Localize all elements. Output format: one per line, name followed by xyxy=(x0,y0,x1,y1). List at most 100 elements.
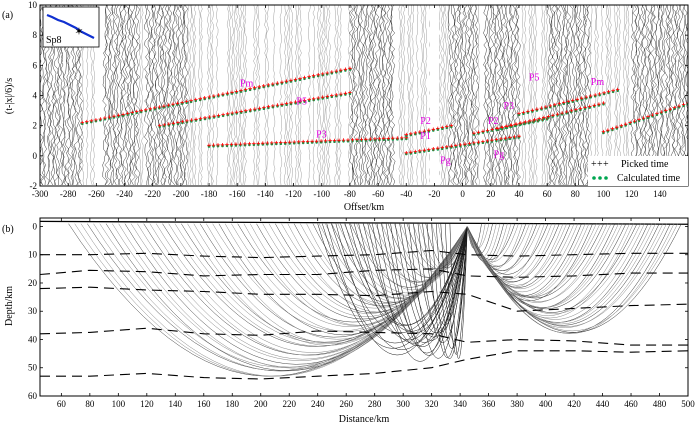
x-tick-label: 0 xyxy=(460,189,465,199)
picked-point xyxy=(162,123,167,127)
picked-point xyxy=(307,97,311,102)
data-gap xyxy=(430,5,439,186)
picked-point xyxy=(148,107,153,111)
picked-point xyxy=(373,137,377,141)
panel-b-label: (b) xyxy=(2,224,14,235)
picked-point xyxy=(615,125,619,129)
picked-point xyxy=(601,129,606,134)
picked-point xyxy=(180,100,184,105)
picked-point xyxy=(391,136,395,140)
x-tick-label: 360 xyxy=(482,399,496,409)
picked-point xyxy=(597,92,602,96)
x-tick-label: -120 xyxy=(285,189,302,199)
panel-a-x-axis: -300 -280 -260 -240 -220 -200 -180 -160 -140 -120… xyxy=(32,5,667,199)
picked-point xyxy=(449,144,454,148)
panel-b-y-axis: 0 10 20 30 40 50 60 xyxy=(28,221,688,401)
picked-point xyxy=(655,111,659,116)
picked-point xyxy=(597,102,601,106)
interface-3 xyxy=(40,286,688,312)
picked-point xyxy=(94,118,98,122)
picked-point xyxy=(485,128,490,133)
picked-point xyxy=(162,104,166,108)
picked-point xyxy=(171,102,175,106)
picked-point xyxy=(539,106,544,110)
picked-point xyxy=(266,83,271,87)
picked-point xyxy=(262,105,266,110)
series-0-points xyxy=(80,66,352,126)
phase-label-p5: P5 xyxy=(296,97,307,108)
picked-point xyxy=(472,131,476,135)
x-tick-label: -300 xyxy=(32,189,49,199)
picked-point xyxy=(98,117,103,121)
x-tick-label: -180 xyxy=(201,189,218,199)
picked-point xyxy=(225,142,229,147)
picked-point xyxy=(517,111,521,116)
picked-point xyxy=(203,116,207,120)
picked-point xyxy=(382,136,386,141)
phase-label-p2: P2 xyxy=(488,116,499,127)
picked-point xyxy=(500,125,505,130)
picked-point xyxy=(167,122,171,126)
x-tick-label: -60 xyxy=(372,189,384,199)
picked-point xyxy=(569,109,574,113)
picked-point xyxy=(139,108,143,113)
y-tick-label: 10 xyxy=(28,250,38,260)
picked-point xyxy=(664,108,668,113)
picked-point xyxy=(311,97,316,101)
picked-point xyxy=(189,98,193,103)
picked-point xyxy=(528,119,532,123)
picked-point xyxy=(298,99,302,103)
picked-point xyxy=(350,138,355,142)
picked-point xyxy=(584,95,588,99)
picked-point xyxy=(243,87,248,92)
y-tick-label: 0 xyxy=(33,221,38,231)
x-tick-label: 340 xyxy=(453,399,467,409)
picked-point xyxy=(225,112,230,116)
picked-point xyxy=(283,140,287,145)
picked-point xyxy=(606,128,610,132)
picked-point xyxy=(672,105,677,110)
picked-point xyxy=(271,82,275,86)
picked-point xyxy=(271,104,275,108)
picked-point xyxy=(207,95,212,99)
picked-point xyxy=(216,143,220,147)
series-2-points xyxy=(207,135,409,148)
picked-point xyxy=(85,119,89,124)
picked-point xyxy=(546,114,551,119)
picked-point xyxy=(481,129,485,134)
picked-point xyxy=(284,79,289,83)
picked-point xyxy=(413,149,418,154)
picked-point xyxy=(257,106,262,111)
picked-point xyxy=(562,100,566,105)
picked-point xyxy=(325,94,330,99)
picked-point xyxy=(519,121,523,125)
picked-point xyxy=(623,122,628,126)
panel-b-x-axis: 60 80 100 120 140 160 180 200 220 240 260 280 300 320… xyxy=(57,218,695,409)
picked-point xyxy=(116,113,121,118)
picked-point xyxy=(153,106,157,110)
x-tick-label: -220 xyxy=(144,189,161,199)
x-tick-label: 480 xyxy=(653,399,667,409)
picked-point xyxy=(458,143,463,147)
x-tick-label: 100 xyxy=(597,189,611,199)
picked-point xyxy=(505,124,509,129)
picked-point xyxy=(400,136,404,140)
x-tick-label: -20 xyxy=(428,189,440,199)
picked-point xyxy=(440,145,445,150)
picked-point xyxy=(257,85,261,89)
picked-point xyxy=(302,75,307,80)
picked-point xyxy=(189,118,194,122)
picked-point xyxy=(418,130,422,134)
picked-point xyxy=(289,78,293,83)
picked-point xyxy=(292,140,296,144)
picked-point xyxy=(610,126,615,131)
inset-map: ✶ Sp8 xyxy=(42,6,100,48)
x-tick-label: 60 xyxy=(57,399,67,409)
picked-point xyxy=(637,117,641,122)
picked-point xyxy=(611,88,615,93)
phase-label-pm: Pm xyxy=(240,79,254,90)
picked-point xyxy=(668,107,672,111)
picked-point xyxy=(615,87,620,92)
series-3-points xyxy=(404,123,454,138)
